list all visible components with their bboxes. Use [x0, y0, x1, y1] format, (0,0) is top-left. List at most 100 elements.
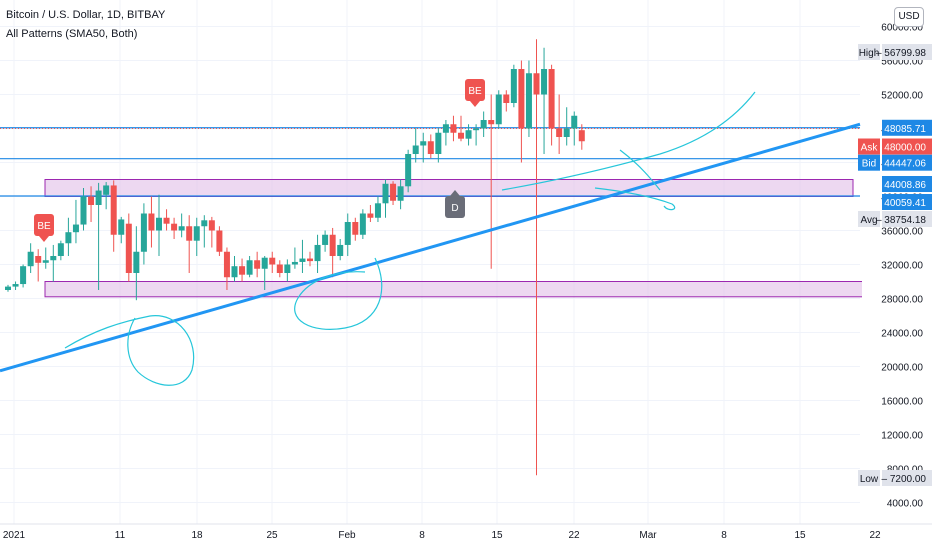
candle-body[interactable]	[412, 145, 419, 155]
candle-body[interactable]	[473, 128, 480, 131]
candle-body[interactable]	[314, 244, 321, 262]
candle-body[interactable]	[427, 141, 434, 154]
candle-body[interactable]	[480, 120, 487, 129]
candle-body[interactable]	[374, 203, 381, 218]
candle-body[interactable]	[367, 213, 374, 218]
freehand-stroke[interactable]	[64, 315, 195, 386]
candle-body[interactable]	[578, 130, 585, 142]
candle-body[interactable]	[435, 132, 442, 154]
candle-body[interactable]	[186, 226, 193, 241]
candle-body[interactable]	[533, 73, 540, 95]
candle-body[interactable]	[571, 115, 578, 129]
price-axis[interactable]: 60000.0056000.0052000.0048000.0044000.00…	[862, 0, 932, 550]
candle-body[interactable]	[510, 69, 517, 103]
candle-body[interactable]	[276, 264, 283, 274]
candle-body[interactable]	[322, 234, 329, 245]
freehand-stroke[interactable]	[619, 149, 661, 191]
candle-body[interactable]	[465, 130, 472, 139]
candle-body[interactable]	[291, 261, 298, 265]
candle-body[interactable]	[216, 230, 223, 252]
svg-text:48000.00: 48000.00	[884, 143, 926, 154]
candle-body[interactable]	[193, 226, 200, 241]
candle-body[interactable]	[208, 220, 215, 231]
candle-body[interactable]	[50, 256, 57, 261]
candle-body[interactable]	[503, 94, 510, 104]
candle-body[interactable]	[337, 244, 344, 256]
candle-body[interactable]	[27, 251, 34, 267]
pattern-marker[interactable]: D	[445, 190, 465, 218]
candle-body[interactable]	[72, 224, 79, 233]
svg-text:44008.86: 44008.86	[884, 180, 926, 191]
candle-body[interactable]	[261, 257, 268, 269]
x-tick-label: 22	[568, 530, 580, 541]
candle-body[interactable]	[163, 217, 170, 224]
candle-body[interactable]	[495, 94, 502, 125]
candle-body[interactable]	[223, 251, 230, 278]
candle-body[interactable]	[95, 190, 102, 205]
candle-body[interactable]	[118, 219, 125, 235]
pattern-marker[interactable]: BE	[465, 79, 485, 107]
candle-body[interactable]	[88, 196, 95, 206]
support-zone[interactable]	[44, 179, 854, 197]
candle-body[interactable]	[254, 260, 261, 269]
pattern-marker[interactable]: BE	[34, 214, 54, 242]
high-label: High– 56799.98	[858, 44, 932, 60]
currency-button[interactable]: USD	[894, 7, 924, 27]
freehand-stroke[interactable]	[294, 257, 383, 330]
candle-body[interactable]	[556, 128, 563, 138]
support-zones	[44, 179, 864, 298]
candle-body[interactable]	[125, 223, 132, 273]
candle-body[interactable]	[352, 222, 359, 235]
candle-body[interactable]	[178, 226, 185, 231]
candle-body[interactable]	[133, 251, 140, 273]
candle-body[interactable]	[12, 284, 19, 287]
candle-body[interactable]	[239, 266, 246, 275]
candle-body[interactable]	[397, 186, 404, 201]
x-tick-label: 15	[491, 530, 503, 541]
candle-body[interactable]	[110, 185, 117, 235]
candle-body[interactable]	[488, 120, 495, 125]
candle-body[interactable]	[458, 132, 464, 139]
candle-body[interactable]	[329, 234, 336, 256]
candle-body[interactable]	[171, 223, 178, 231]
candle-body[interactable]	[42, 260, 49, 263]
candle-body[interactable]	[563, 128, 570, 138]
indicator-legend[interactable]: All Patterns (SMA50, Both)	[6, 28, 138, 40]
candle-body[interactable]	[344, 222, 351, 245]
candle-body[interactable]	[246, 260, 253, 275]
time-axis[interactable]: 2021 11 18 25 Feb 8 15 22 Mar 8 15 22	[0, 523, 932, 550]
candle-body[interactable]	[450, 124, 457, 133]
candle-body[interactable]	[269, 257, 276, 265]
candle-body[interactable]	[80, 196, 87, 225]
candle-body[interactable]	[5, 286, 11, 290]
candle-body[interactable]	[405, 154, 412, 187]
candle-body[interactable]	[57, 243, 64, 256]
candle-body[interactable]	[148, 213, 155, 231]
candle-body[interactable]	[541, 69, 548, 95]
candle-body[interactable]	[525, 73, 532, 129]
candle-body[interactable]	[140, 213, 147, 252]
freehand-stroke[interactable]	[594, 187, 676, 211]
candle-body[interactable]	[548, 69, 555, 129]
candle-body[interactable]	[20, 266, 27, 285]
candle-body[interactable]	[299, 258, 306, 262]
candle-body[interactable]	[284, 264, 291, 274]
candle-body[interactable]	[231, 266, 238, 278]
candle-body[interactable]	[390, 183, 397, 201]
candle-body[interactable]	[103, 185, 110, 195]
candle-body[interactable]	[518, 69, 525, 129]
candle-body[interactable]	[201, 220, 208, 227]
candle-body[interactable]	[382, 183, 389, 204]
candle-body[interactable]	[442, 124, 449, 133]
freehand-stroke[interactable]	[501, 91, 756, 191]
candle-body[interactable]	[35, 256, 42, 263]
x-tick-label: 15	[794, 530, 806, 541]
candle-body[interactable]	[156, 217, 162, 231]
candle-body[interactable]	[359, 213, 366, 235]
trend-line[interactable]	[0, 122, 861, 373]
candle-body[interactable]	[420, 141, 427, 146]
candle-body[interactable]	[307, 258, 313, 262]
candle-body[interactable]	[65, 232, 72, 244]
support-zone[interactable]	[44, 281, 864, 298]
